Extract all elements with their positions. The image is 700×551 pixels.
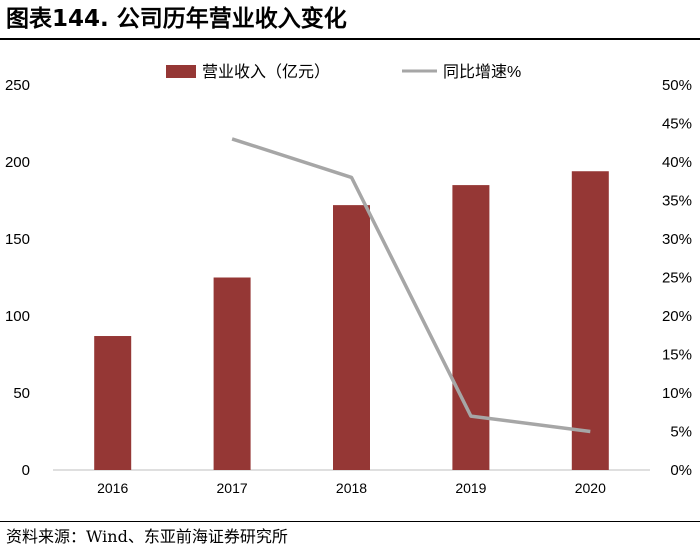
y-left-tick-label: 50 [13, 385, 30, 402]
x-tick-label: 2020 [575, 480, 606, 496]
y-axis-right: 0% 5% 10% 15% 20% 25% 30% 35% 40% 45% 50% [662, 77, 692, 479]
y-right-tick-label: 45% [662, 116, 692, 133]
growth-line [231, 137, 591, 434]
x-tick-label: 2016 [97, 480, 128, 496]
y-right-tick-label: 5% [670, 424, 692, 441]
growth-line-series [231, 137, 591, 434]
source-rule [0, 521, 700, 522]
bar-2019 [452, 185, 490, 470]
figure-title: 图表144. 公司历年营业收入变化 [6, 6, 347, 32]
y-left-tick-label: 250 [5, 77, 30, 94]
y-left-tick-label: 0 [22, 462, 30, 479]
y-right-tick-label: 15% [662, 347, 692, 364]
bar-2016 [94, 336, 132, 470]
y-left-tick-label: 100 [5, 308, 30, 325]
x-axis: 2016 2017 2018 2019 2020 [97, 480, 606, 496]
bar-2018 [333, 205, 370, 470]
y-right-tick-label: 30% [662, 231, 692, 248]
x-tick-label: 2018 [336, 480, 367, 496]
legend-label-revenue: 营业收入（亿元） [202, 63, 330, 81]
y-left-tick-label: 150 [5, 231, 30, 248]
source-note: 资料来源：Wind、东亚前海证券研究所 [6, 527, 288, 546]
y-right-tick-label: 50% [662, 77, 692, 94]
revenue-chart: 营业收入（亿元） 同比增速% 0 50 100 150 200 250 0% 5% 10% 15… [5, 63, 692, 496]
y-right-tick-label: 40% [662, 154, 692, 171]
legend-label-growth: 同比增速% [443, 63, 521, 81]
y-right-tick-label: 35% [662, 193, 692, 210]
bar-2020 [571, 171, 609, 471]
legend: 营业收入（亿元） 同比增速% [166, 63, 521, 81]
y-right-tick-label: 20% [662, 308, 692, 325]
y-left-tick-label: 200 [5, 154, 30, 171]
bar-2017 [213, 277, 251, 470]
legend-swatch-revenue [166, 65, 196, 78]
x-tick-label: 2019 [455, 480, 486, 496]
y-axis-left: 0 50 100 150 200 250 [5, 77, 30, 479]
bar-series [94, 171, 609, 471]
title-rule [0, 38, 700, 40]
x-tick-label: 2017 [217, 480, 248, 496]
y-right-tick-label: 25% [662, 270, 692, 287]
y-right-tick-label: 0% [670, 462, 692, 479]
y-right-tick-label: 10% [662, 385, 692, 402]
